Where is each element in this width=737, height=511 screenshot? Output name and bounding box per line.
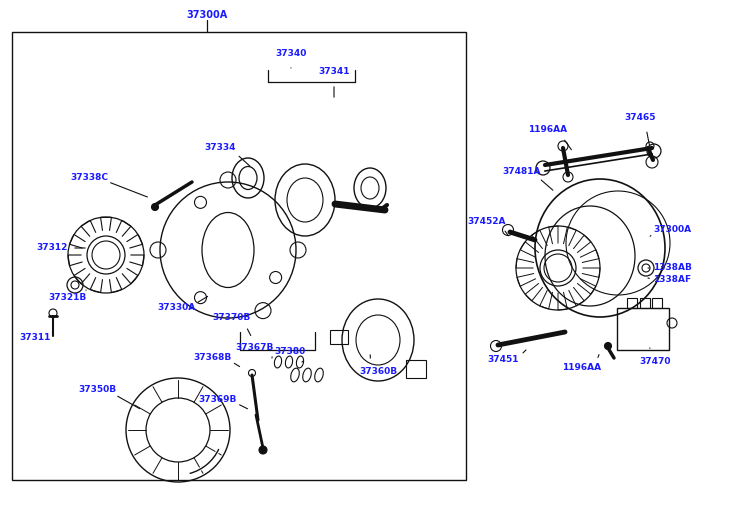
Text: 37341: 37341: [318, 67, 350, 77]
Text: 37465: 37465: [624, 113, 656, 123]
Text: 1196AA: 1196AA: [528, 126, 567, 134]
Text: 37368B: 37368B: [194, 354, 232, 362]
Circle shape: [604, 342, 612, 350]
Text: 37369B: 37369B: [199, 396, 237, 405]
Text: 37340: 37340: [276, 49, 307, 58]
Text: 37300A: 37300A: [186, 10, 228, 20]
Text: 1338AB: 1338AB: [652, 264, 691, 272]
Text: 37334: 37334: [204, 144, 236, 152]
Bar: [12, 32, 466, 480]
Text: 37367B: 37367B: [236, 343, 274, 353]
Bar: [330, 330, 348, 344]
Text: 37481A: 37481A: [503, 168, 541, 176]
Text: 37350B: 37350B: [78, 385, 116, 394]
Circle shape: [152, 203, 158, 211]
Circle shape: [259, 446, 267, 454]
Bar: [627, 298, 637, 308]
Text: 37311: 37311: [19, 334, 51, 342]
Text: 37300A: 37300A: [653, 225, 691, 235]
Text: 1196AA: 1196AA: [562, 363, 601, 373]
Text: 37360B: 37360B: [359, 367, 397, 377]
Text: 37380: 37380: [274, 347, 306, 357]
Text: 37312: 37312: [36, 244, 68, 252]
Bar: [617, 308, 669, 350]
Text: 37330A: 37330A: [158, 304, 196, 313]
Bar: [652, 298, 662, 308]
Text: 37470: 37470: [639, 358, 671, 366]
Text: 1338AF: 1338AF: [653, 275, 691, 285]
Text: 37338C: 37338C: [70, 174, 108, 182]
Text: 37452A: 37452A: [468, 218, 506, 226]
Text: 37451: 37451: [487, 356, 519, 364]
Text: 37321B: 37321B: [49, 293, 87, 303]
Bar: [640, 298, 650, 308]
Bar: [406, 360, 426, 378]
Text: 37370B: 37370B: [213, 314, 251, 322]
